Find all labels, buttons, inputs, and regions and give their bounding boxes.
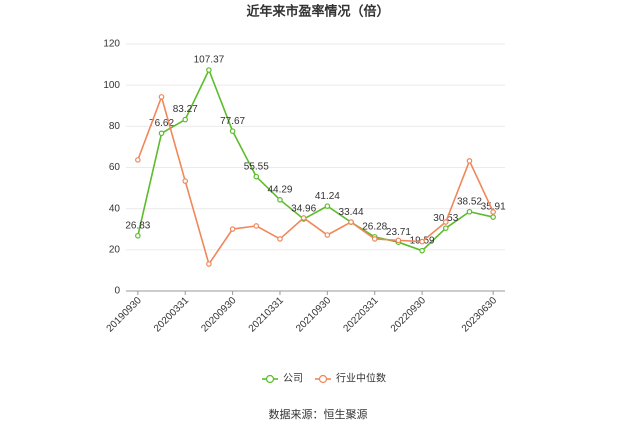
data-label: 26.83 bbox=[125, 220, 150, 231]
x-tick-label: 20210331 bbox=[247, 295, 287, 335]
point bbox=[182, 116, 189, 123]
point bbox=[229, 226, 236, 232]
y-tick-label: 60 bbox=[109, 162, 121, 173]
data-label: 34.96 bbox=[291, 204, 316, 215]
x-tick-label: 20200930 bbox=[199, 295, 239, 335]
point bbox=[253, 223, 260, 229]
point bbox=[442, 219, 449, 225]
x-tick-label: 20210930 bbox=[294, 295, 334, 335]
source: 数据来源：恒生聚源 bbox=[269, 407, 368, 421]
y-tick-label: 0 bbox=[114, 286, 120, 297]
point bbox=[277, 197, 283, 203]
point bbox=[324, 232, 331, 238]
y-tick-label: 40 bbox=[109, 203, 121, 214]
point bbox=[371, 236, 378, 242]
y-tick-label: 120 bbox=[103, 39, 120, 50]
x-tick-label: 20220331 bbox=[341, 295, 381, 335]
point bbox=[324, 203, 331, 209]
data-label: 23.71 bbox=[386, 227, 411, 238]
series-line bbox=[137, 67, 494, 252]
point bbox=[466, 208, 473, 215]
data-label: 35.91 bbox=[481, 202, 506, 213]
point bbox=[419, 247, 425, 254]
point bbox=[490, 209, 496, 215]
legend-item: 行业中位数 bbox=[315, 372, 386, 385]
point bbox=[229, 128, 236, 134]
y-tick-label: 100 bbox=[103, 80, 120, 91]
point bbox=[490, 214, 496, 220]
point bbox=[348, 219, 354, 225]
data-label: 30.53 bbox=[433, 213, 458, 224]
data-label: 44.29 bbox=[267, 184, 292, 195]
point bbox=[253, 173, 260, 180]
point bbox=[300, 215, 307, 221]
point bbox=[135, 232, 141, 239]
x-tick-label: 20200331 bbox=[152, 295, 192, 335]
point bbox=[419, 238, 425, 245]
data-label: 38.52 bbox=[457, 196, 482, 207]
point bbox=[158, 94, 165, 100]
point bbox=[466, 158, 473, 164]
data-label: 77.67 bbox=[220, 116, 245, 127]
point bbox=[277, 236, 283, 242]
point bbox=[206, 261, 212, 267]
point bbox=[182, 178, 189, 184]
point bbox=[158, 130, 165, 137]
data-label: 41.24 bbox=[315, 191, 340, 202]
point bbox=[395, 237, 402, 244]
x-tick-label: 20190930 bbox=[105, 295, 145, 335]
data-label: 26.28 bbox=[362, 222, 387, 233]
y-tick-label: 80 bbox=[109, 121, 121, 132]
legend-label: 行业中位数 bbox=[336, 372, 386, 385]
y-tick-label: 20 bbox=[109, 244, 121, 255]
point bbox=[135, 157, 141, 163]
data-label: 55.55 bbox=[244, 161, 269, 172]
series-line bbox=[137, 94, 494, 266]
data-label: 33.44 bbox=[339, 207, 364, 218]
x-tick-label: 20230630 bbox=[460, 295, 500, 335]
point bbox=[442, 225, 449, 231]
legend-item: 公司 bbox=[262, 374, 303, 385]
data-label: 76.62 bbox=[149, 118, 174, 129]
data-label: 107.37 bbox=[194, 55, 225, 66]
point bbox=[206, 67, 212, 73]
data-label: 83.27 bbox=[173, 104, 198, 115]
legend-label: 公司 bbox=[283, 374, 303, 385]
x-tick-label: 20220930 bbox=[389, 295, 429, 335]
legend-swatch-point bbox=[265, 374, 275, 384]
legend-swatch-point bbox=[318, 374, 328, 384]
chart-title: 近年来市盈率情况（倍） bbox=[246, 3, 389, 18]
